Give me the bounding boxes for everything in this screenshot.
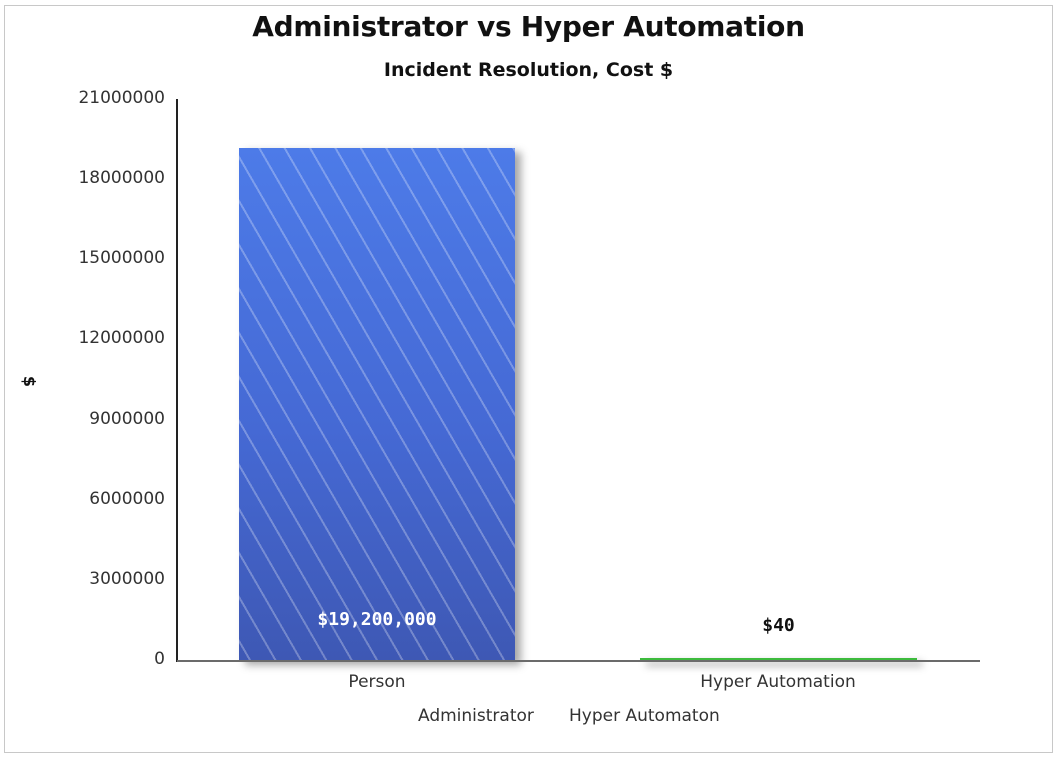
- y-axis-label: $: [20, 375, 40, 388]
- y-tick-6000000: 6000000: [89, 489, 165, 509]
- y-tick-0: 0: [154, 649, 165, 669]
- x-tick-person: Person: [348, 672, 406, 692]
- y-tick-12000000: 12000000: [78, 328, 165, 348]
- bar-person-administrator[interactable]: [239, 148, 515, 661]
- chart-subtitle: Incident Resolution, Cost $: [383, 59, 674, 81]
- y-tick-18000000: 18000000: [78, 168, 165, 188]
- legend-item-administrator[interactable]: Administrator: [418, 706, 534, 726]
- y-tick-15000000: 15000000: [78, 248, 165, 268]
- chart-frame: [4, 5, 1053, 753]
- y-tick-21000000: 21000000: [78, 88, 165, 108]
- y-tick-3000000: 3000000: [89, 569, 165, 589]
- data-label-hyper-automation: $40: [762, 615, 795, 636]
- chart-title: Administrator vs Hyper Automation: [252, 10, 805, 43]
- x-axis-line: [177, 660, 980, 662]
- x-tick-hyper-automation: Hyper Automation: [700, 672, 856, 692]
- y-axis-line: [176, 99, 178, 662]
- legend-item-hyper-automaton[interactable]: Hyper Automaton: [569, 706, 720, 726]
- data-label-person: $19,200,000: [317, 609, 437, 630]
- y-tick-9000000: 9000000: [89, 409, 165, 429]
